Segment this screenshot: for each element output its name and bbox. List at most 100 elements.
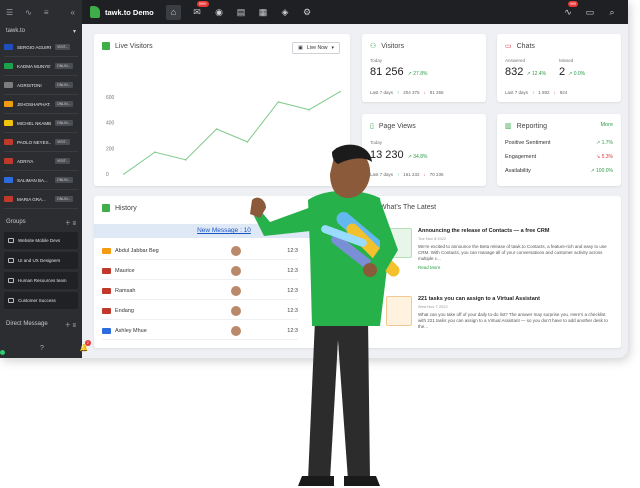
visitor-status-tag: VISIT... <box>55 44 71 50</box>
live-visitors-chart: 600 400 200 0 <box>106 90 341 178</box>
group-name: Website Mobile Devs <box>18 238 61 243</box>
read-more-link[interactable]: Read More <box>418 265 441 270</box>
visitor-status-tag: ONLIN... <box>55 177 73 183</box>
reporting-more-link[interactable]: More <box>600 122 613 128</box>
chats-answered-pct: ↗ 12.4% <box>526 71 547 77</box>
visitors-title: ⚇ Visitors <box>370 42 404 51</box>
knowledge-base-icon[interactable]: ▤ <box>236 6 246 17</box>
reports-icon[interactable]: ▦ <box>258 6 268 17</box>
holding-hand <box>363 263 377 277</box>
collapse-icon[interactable]: « <box>70 7 75 17</box>
visitors-last7-label: Last 7 days <box>370 90 394 95</box>
pulse-icon[interactable]: ∿ 999 <box>564 1 578 17</box>
history-row[interactable]: Ramsah 12:3 <box>102 282 298 300</box>
page-views-label: Page Views <box>378 122 416 130</box>
latest-title: What's The Latest <box>380 204 436 211</box>
visitor-row[interactable]: KADMA MUNYEYA ONLIN... <box>4 57 78 76</box>
visitors-card: ⚇ Visitors Today 81 256 ↗ 27.8% Last 7 d… <box>362 34 486 102</box>
history-visitor-name: Ramsah <box>115 287 136 294</box>
chats-title: ▭ Chats <box>505 42 535 51</box>
y-tick-label: 0 <box>106 172 109 178</box>
page-views-last7-label: Last 7 days <box>370 172 394 177</box>
group-icon <box>8 278 14 283</box>
visitor-row[interactable]: MICHEL NKAMBE... ONLIN... <box>4 114 78 133</box>
home-icon[interactable]: ⌂ <box>166 4 181 20</box>
visitor-row[interactable]: JEHOSHAPHAT... ONLIN... <box>4 95 78 114</box>
groups-header: Groups ＋ ≡ <box>0 215 82 229</box>
chevron-down-icon: ▾ <box>331 45 334 51</box>
history-visitor-name: Abdul Jabbar Beg <box>115 247 159 254</box>
visitor-row[interactable]: AGRISTONI ONLIN... <box>4 76 78 95</box>
visitor-name: SALIMAN BA... <box>17 177 48 183</box>
live-now-select[interactable]: ▣ Live Now ▾ <box>292 42 340 54</box>
settings-icon[interactable]: ⚙ <box>302 6 312 17</box>
chats-answered-label: Answered <box>505 58 526 63</box>
data-point <box>339 90 341 93</box>
visitor-row[interactable]: SALIMAN BA... ONLIN... <box>4 171 78 190</box>
visitor-row[interactable]: SERGIO AGUIRR... VISIT... <box>4 38 78 57</box>
group-name: Customer Success <box>18 298 56 303</box>
history-row[interactable]: Endang 12:3 <box>102 302 298 320</box>
history-row[interactable]: Maurice 12:3 <box>102 262 298 280</box>
group-name: UI and UX Designers <box>18 258 61 263</box>
reporting-row-label: Positive Sentiment <box>505 140 551 146</box>
contacts-icon[interactable]: ◉ <box>215 6 223 17</box>
reporting-rows: Positive Sentiment ↗ 1.7% Engagement ↘ 5.3%… <box>505 136 613 178</box>
news-item-1[interactable]: Announcing the release of Contacts — a f… <box>418 228 608 271</box>
search-icon[interactable]: ⌕ <box>609 6 615 17</box>
chats-missed: 2 ↗ 0.0% <box>559 66 585 78</box>
chats-missed-pct: ↗ 0.0% <box>568 71 586 77</box>
history-row[interactable]: Abdul Jabbar Beg 12:3 <box>102 242 298 260</box>
menu-icon[interactable]: ☰ <box>6 7 14 17</box>
tawk-logo-icon <box>102 42 110 50</box>
visitor-row[interactable]: PAOLO NEYES... VISIT... <box>4 133 78 152</box>
news-item-2[interactable]: 221 tasks you can assign to a Virtual As… <box>418 296 608 330</box>
notification-badge: 2 <box>84 340 91 346</box>
group-item[interactable]: Website Mobile Devs <box>4 232 78 249</box>
visitors-today-pct: ↗ 27.8% <box>407 71 428 77</box>
history-time: 12:3 <box>287 247 298 254</box>
list-icon[interactable]: ≡ <box>43 7 49 17</box>
visitor-status-tag: ONLIN... <box>55 82 73 88</box>
sidebar-toolbar: ☰ ∿ ≡ « <box>0 0 82 24</box>
activity-icon[interactable]: ∿ <box>25 7 32 17</box>
topbar-right: ∿ 999 ▭ ⌕ <box>562 1 628 18</box>
history-row[interactable]: Ashley Mhue 12:3 <box>102 322 298 340</box>
group-item[interactable]: Customer Success <box>4 292 78 309</box>
addons-icon[interactable]: ◈ <box>281 6 289 17</box>
groups-label: Groups <box>6 219 26 225</box>
visitor-row[interactable]: MARIA GRA... ONLIN... <box>4 190 78 209</box>
document-icon: ▯ <box>370 123 374 130</box>
page-views-today: 13 230 ↗ 34.8% <box>370 149 427 161</box>
pulse-badge: 999 <box>568 1 578 7</box>
filter-icon[interactable]: ▾ <box>72 28 76 35</box>
reporting-row-value: ↗ 100.0% <box>590 168 613 174</box>
help-icon[interactable]: ? <box>40 344 44 352</box>
agent-avatar <box>231 245 242 256</box>
add-group-icon[interactable]: ＋ ≡ <box>64 220 76 227</box>
country-flag-icon <box>4 120 13 126</box>
y-tick-label: 200 <box>106 146 115 152</box>
notification-icon[interactable]: 🔔 2 <box>79 340 91 352</box>
group-item[interactable]: Human Resources team <box>4 272 78 289</box>
reporting-row-value: ↗ 1.7% <box>596 140 613 146</box>
country-flag-icon <box>4 177 13 183</box>
chats-missed-value: 2 <box>559 66 566 78</box>
chat-icon[interactable]: ▭ <box>585 6 595 17</box>
group-item[interactable]: UI and UX Designers <box>4 252 78 269</box>
visitor-name: MARIA GRA... <box>17 196 46 202</box>
reporting-row-value: ↘ 5.3% <box>596 154 613 160</box>
page-views-today-label: Today <box>370 140 383 145</box>
visitor-name: PAOLO NEYES... <box>17 139 51 145</box>
page-views-today-pct: ↗ 34.8% <box>407 154 428 160</box>
news-2-date: Wed Nov 7 2022 <box>418 304 448 309</box>
add-dm-icon[interactable]: ＋ ≡ <box>64 322 76 329</box>
history-time: 12:3 <box>287 307 298 314</box>
inbox-icon[interactable]: ✉ 999+ <box>193 1 209 17</box>
visitor-row[interactable]: ADRIYA VISIT... <box>4 152 78 171</box>
visitor-status-tag: VISIT... <box>55 158 71 164</box>
light-blue-roll <box>321 225 367 247</box>
left-shoe <box>298 476 334 486</box>
brand[interactable]: tawk.to Demo <box>82 6 166 18</box>
visitors-today-label: Today <box>370 58 383 63</box>
